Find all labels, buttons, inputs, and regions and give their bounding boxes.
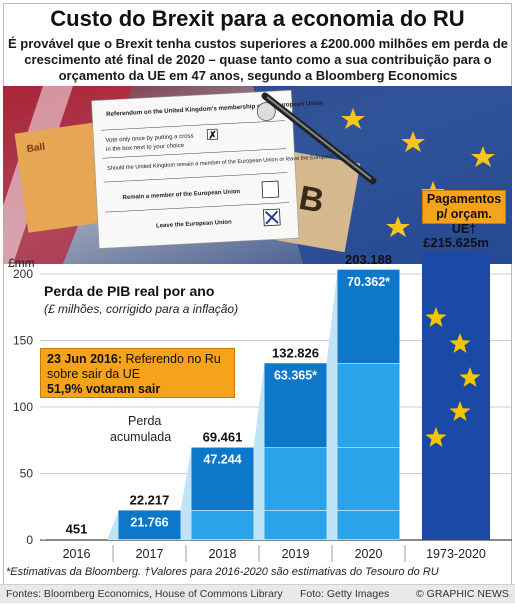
annual-bar [45, 539, 108, 540]
eu-star-icon [425, 427, 447, 447]
envelope-text: Ball [26, 142, 46, 155]
annual-value-label: 21.766 [130, 515, 168, 529]
annotation-line-1: Perda [128, 414, 161, 428]
page-title: Custo do Brexit para a economia do RU [50, 6, 465, 31]
ballot-instruction-2: in the box next to your choice [106, 143, 185, 153]
page-subtitle: É provável que o Brexit tenha custos sup… [8, 36, 508, 83]
x-category-label: 2017 [136, 547, 164, 561]
y-tick-label: 150 [13, 334, 33, 348]
eu-payments-label: Pagamentos p/ orçam. UE† [422, 190, 506, 236]
callout-text: Referendo no Ru sobre sair da UE [47, 352, 221, 381]
callout-date: 23 Jun 2016: [47, 352, 123, 366]
x-category-label: 2019 [282, 547, 310, 561]
chart-title: Perda de PIB real por ano [44, 283, 214, 299]
chart-bars [45, 269, 400, 540]
eu-payments-value-label: £215.625m [423, 235, 489, 250]
eu-payments-column: £215.625m 1973-2020 [422, 235, 490, 561]
annual-bar [337, 269, 400, 364]
annual-bar [191, 447, 254, 511]
ballot-leave-option: Leave the European Union [156, 220, 232, 230]
pen-icon [261, 92, 377, 185]
annual-bar [118, 510, 181, 540]
footer-copyright: © GRAPHIC NEWS [416, 588, 509, 600]
footer-sources: Fontes: Bloomberg Economics, House of Co… [6, 588, 283, 600]
annual-bar [264, 363, 327, 448]
x-category-label: 2016 [63, 547, 91, 561]
ballot-instruction: Vote only once by putting a cross [105, 133, 193, 144]
y-axis-label: £mm [8, 256, 35, 270]
callout-result: 51,9% votaram sair [47, 382, 161, 396]
x-category-label: 2018 [209, 547, 237, 561]
ballot-seal [256, 102, 276, 121]
x-category-label: 1973-2020 [426, 547, 486, 561]
annual-value-label: 47.244 [203, 453, 241, 467]
chart-subtitle: (£ milhões, corrigido para a inflação) [44, 302, 238, 316]
annotation-line-2: acumulada [110, 430, 171, 444]
annual-value-label: 63.365* [274, 368, 317, 382]
eu-payments-bar [422, 253, 490, 540]
cumulative-value-label: 22.217 [130, 492, 170, 507]
eu-star-icon [425, 307, 447, 327]
cumulative-value-label: 69.461 [203, 430, 243, 445]
eu-star-icon [449, 333, 471, 353]
y-tick-label: 50 [20, 467, 34, 481]
cumulative-value-label: 451 [66, 521, 88, 536]
ballot-paper: Referendum on the United Kingdom's membe… [91, 89, 351, 249]
cumulative-value-label: 203.188 [345, 252, 392, 267]
eu-star-icon [459, 367, 481, 387]
y-tick-label: 0 [26, 533, 33, 547]
x-category-label: 2020 [355, 547, 383, 561]
y-tick-label: 200 [13, 267, 33, 281]
ballot-photo: Ball B Referendum on the United Kingdom'… [3, 86, 512, 264]
footer-bar: Fontes: Bloomberg Economics, House of Co… [0, 584, 515, 603]
chart-labels: 451 2016 22.217 21.766 2017 69.461 47.244 2018 1… [63, 252, 406, 562]
ballot-remain-box [261, 180, 280, 199]
cumulative-value-label: 132.826 [272, 345, 319, 360]
annual-value-label: 70.362* [347, 275, 390, 289]
referendum-callout: 23 Jun 2016: Referendo no Ru sobre sair … [40, 348, 235, 398]
y-tick-label: 100 [13, 400, 33, 414]
footnote: *Estimativas da Bloomberg. †Valores para… [6, 566, 439, 578]
eu-star-icon [449, 401, 471, 421]
footer-photo-credit: Foto: Getty Images [300, 588, 390, 600]
ballot-example-cross: ✗ [208, 130, 217, 141]
ballot-leave-cross [264, 210, 279, 225]
